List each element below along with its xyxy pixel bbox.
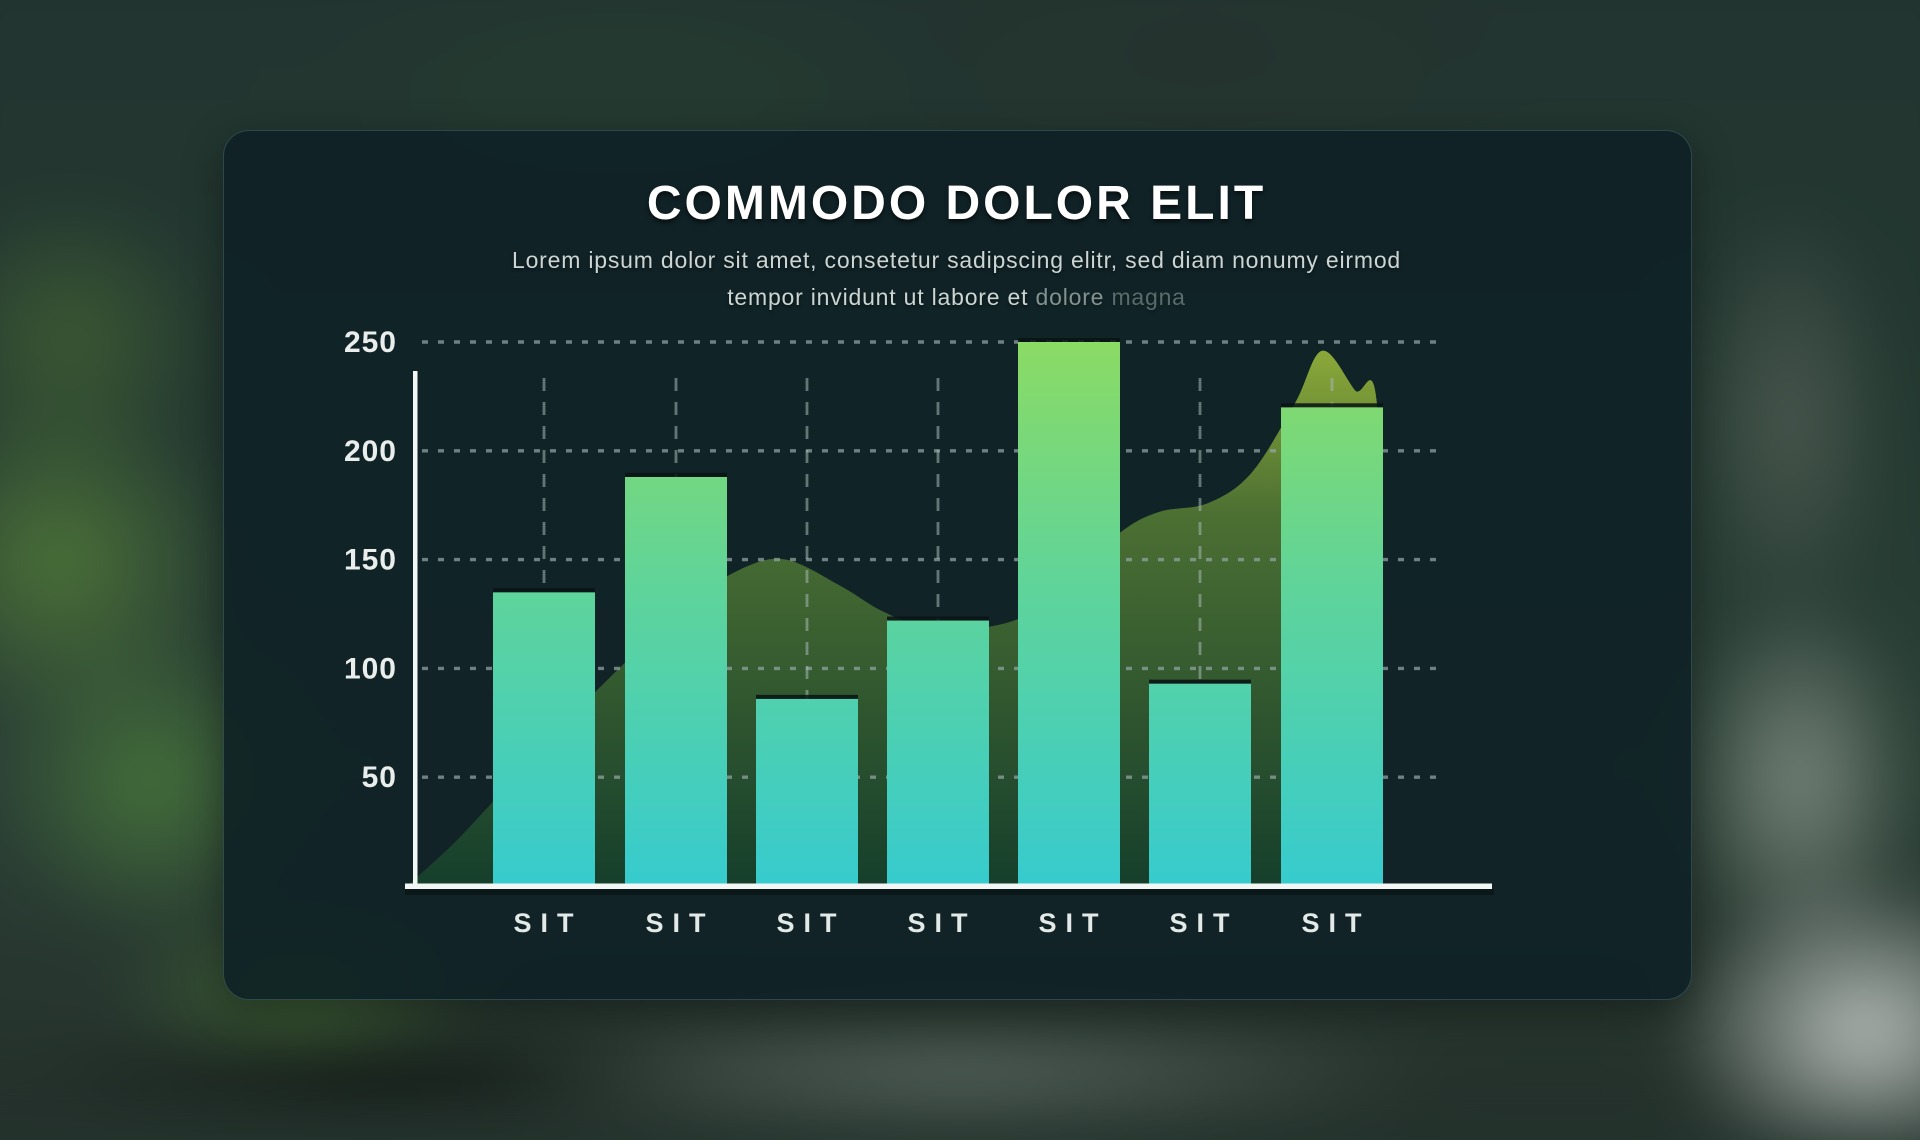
y-axis-tick-label: 150 [344, 544, 397, 577]
bar [1281, 407, 1383, 886]
bar [1149, 683, 1251, 886]
y-axis-tick-label: 100 [344, 652, 397, 685]
x-axis-shadow [405, 889, 1494, 895]
y-axis-tick-label: 50 [362, 761, 397, 794]
bar [1018, 342, 1120, 886]
x-axis-label: SIT [645, 908, 714, 938]
bar-top-edge [1018, 338, 1120, 342]
x-axis-label: SIT [907, 908, 976, 938]
subtitle-segment-faded-more: magna [1111, 284, 1186, 310]
x-axis-label: SIT [1169, 908, 1238, 938]
y-axis-line [413, 371, 418, 886]
chart-subtitle-line1: Lorem ipsum dolor sit amet, consetetur s… [511, 247, 1402, 273]
bar [756, 698, 858, 886]
bar-top-edge [756, 694, 858, 699]
subtitle-segment: tempor invidunt ut labore et [727, 284, 1036, 310]
bar-top-edge [887, 616, 989, 621]
bar-area-chart: 50 100 150 200 250 SIT SIT SIT SIT SIT SIT SIT [344, 326, 1494, 938]
subtitle-segment-faded: dolore [1035, 284, 1112, 310]
x-axis-label: SIT [513, 908, 582, 938]
bar-top-edge [1149, 679, 1251, 684]
bar-top-edge [493, 588, 595, 593]
x-axis-line [405, 883, 1492, 889]
bar-top-edge [1281, 403, 1383, 408]
x-axis-label: SIT [1038, 908, 1107, 938]
x-axis-label: SIT [776, 908, 845, 938]
x-axis-label: SIT [1301, 908, 1370, 938]
chart-subtitle-line2: tempor invidunt ut labore et dolore magn… [223, 284, 1690, 311]
bar [887, 620, 989, 886]
chart-title: COMMODO DOLOR ELIT [646, 177, 1267, 230]
y-axis-tick-label: 250 [344, 326, 397, 359]
y-axis-tick-label: 200 [344, 435, 397, 468]
bar-top-edge [625, 472, 727, 477]
bar [493, 592, 595, 886]
bar [625, 476, 727, 886]
